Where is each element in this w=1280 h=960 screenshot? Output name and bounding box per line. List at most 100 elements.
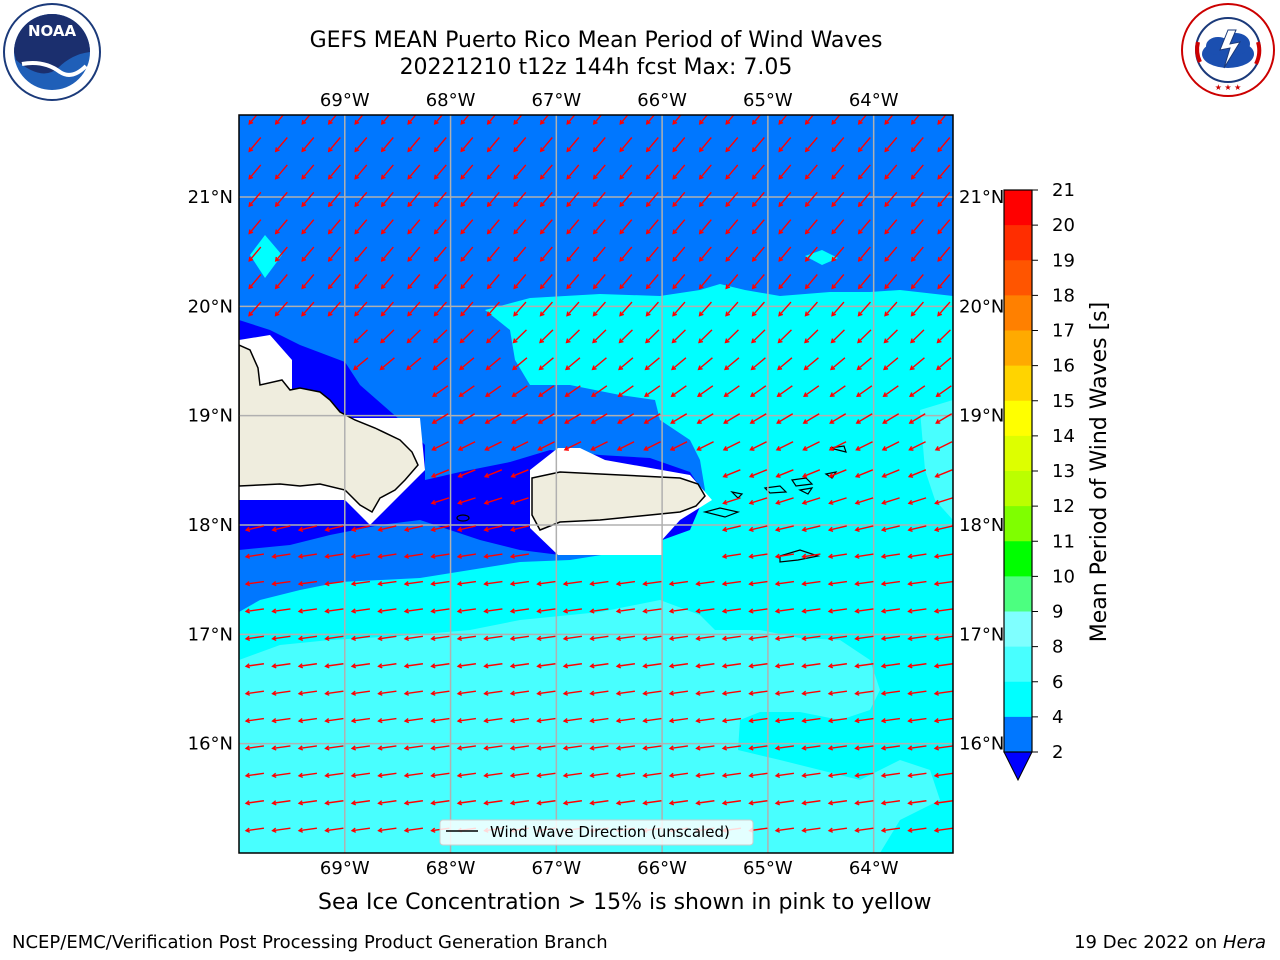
wind-arrow xyxy=(801,800,821,806)
wind-arrow xyxy=(403,745,424,751)
wind-arrow xyxy=(615,800,636,806)
wind-arrow xyxy=(274,115,285,125)
wind-arrow xyxy=(936,357,952,371)
wind-arrow xyxy=(509,717,530,724)
wind-arrow xyxy=(880,772,901,779)
wind-arrow xyxy=(566,246,580,262)
wind-arrow xyxy=(801,525,821,532)
wind-arrow xyxy=(880,690,901,696)
wind-arrow xyxy=(722,469,741,478)
wind-arrow xyxy=(589,745,609,751)
wind-arrow xyxy=(698,137,712,153)
wind-arrow xyxy=(510,441,529,451)
wind-arrow xyxy=(934,469,953,478)
wind-arrow xyxy=(937,115,947,125)
wind-arrow xyxy=(486,246,500,262)
wind-arrow xyxy=(907,525,927,532)
colorbar-tick-label: 11 xyxy=(1052,531,1075,552)
wind-arrow xyxy=(271,525,291,532)
wind-arrow xyxy=(857,164,871,180)
wind-arrow xyxy=(827,690,848,696)
wind-arrow xyxy=(642,717,662,724)
wind-arrow xyxy=(456,690,477,696)
wind-arrow xyxy=(460,219,474,235)
colorbar-tick-label: 20 xyxy=(1052,215,1075,236)
wind-arrow xyxy=(377,745,397,751)
wind-arrow xyxy=(271,800,291,806)
wind-arrow xyxy=(248,301,262,317)
wind-arrow xyxy=(774,745,795,751)
wind-arrow xyxy=(751,246,765,262)
wind-arrow xyxy=(909,357,925,371)
wind-arrow xyxy=(456,635,477,642)
wind-arrow xyxy=(512,329,527,344)
wind-arrow xyxy=(430,800,450,806)
wind-arrow xyxy=(883,329,898,344)
wind-arrow xyxy=(483,525,503,532)
wind-arrow xyxy=(828,469,847,478)
wind-arrow xyxy=(509,553,530,559)
wind-arrow xyxy=(615,580,636,587)
wind-arrow xyxy=(248,246,262,262)
wind-arrow xyxy=(669,441,688,451)
wind-arrow xyxy=(460,115,470,125)
wind-arrow xyxy=(775,497,794,505)
wind-arrow xyxy=(696,441,714,451)
lon-label-bottom: 69°W xyxy=(320,858,370,879)
wind-arrow xyxy=(456,608,477,614)
wind-arrow xyxy=(933,772,953,779)
wind-arrow xyxy=(350,745,371,751)
wind-arrow xyxy=(907,800,927,806)
wind-arrow xyxy=(854,553,874,559)
wind-arrow xyxy=(403,772,424,779)
wind-arrow xyxy=(801,745,821,751)
wind-arrow xyxy=(566,137,580,153)
wind-arrow xyxy=(725,191,739,208)
wind-arrow xyxy=(615,717,636,724)
wind-arrow xyxy=(854,827,874,833)
wind-arrow xyxy=(721,580,742,587)
wind-arrow xyxy=(271,608,291,614)
wind-arrow xyxy=(484,441,502,451)
wind-arrow xyxy=(324,827,344,833)
wind-arrow xyxy=(377,827,397,833)
lat-label-right: 19°N xyxy=(959,406,1004,427)
wind-arrow xyxy=(377,525,397,532)
wind-arrow xyxy=(827,663,848,669)
colorbar-segment xyxy=(1004,646,1032,683)
wind-arrow xyxy=(350,800,371,806)
wind-arrow xyxy=(721,745,742,751)
wind-arrow xyxy=(668,717,689,724)
wind-arrow xyxy=(748,608,768,614)
wind-arrow xyxy=(513,301,527,317)
wind-arrow xyxy=(748,525,768,532)
wind-arrow xyxy=(248,137,262,153)
wind-arrow xyxy=(509,525,529,532)
wind-arrow xyxy=(910,164,924,180)
colorbar-segment xyxy=(1004,400,1032,437)
wind-arrow xyxy=(244,717,265,724)
wind-arrow xyxy=(483,635,503,642)
lat-label-left: 20°N xyxy=(188,296,233,317)
wind-arrow xyxy=(910,274,924,290)
wind-arrow xyxy=(483,690,503,696)
wind-arrow xyxy=(406,357,422,371)
colorbar-tick-label: 2 xyxy=(1052,742,1063,763)
wind-arrow xyxy=(248,274,262,290)
wind-arrow xyxy=(457,469,476,478)
wind-arrow xyxy=(698,115,709,125)
wind-arrow xyxy=(881,497,900,505)
wind-arrow xyxy=(907,717,927,724)
wind-arrow xyxy=(645,164,659,180)
wind-arrow xyxy=(536,717,556,724)
wind-arrow xyxy=(510,497,529,505)
wind-arrow xyxy=(778,301,792,317)
wind-arrow xyxy=(327,274,341,290)
wind-arrow xyxy=(566,164,580,180)
wind-arrow xyxy=(827,525,847,532)
wind-arrow xyxy=(301,301,315,317)
lat-label-right: 21°N xyxy=(959,187,1004,208)
lat-labels-left: 21°N 20°N 19°N 18°N 17°N 16°N xyxy=(188,187,233,755)
wind-arrow xyxy=(910,115,921,125)
wind-arrow xyxy=(538,385,555,397)
